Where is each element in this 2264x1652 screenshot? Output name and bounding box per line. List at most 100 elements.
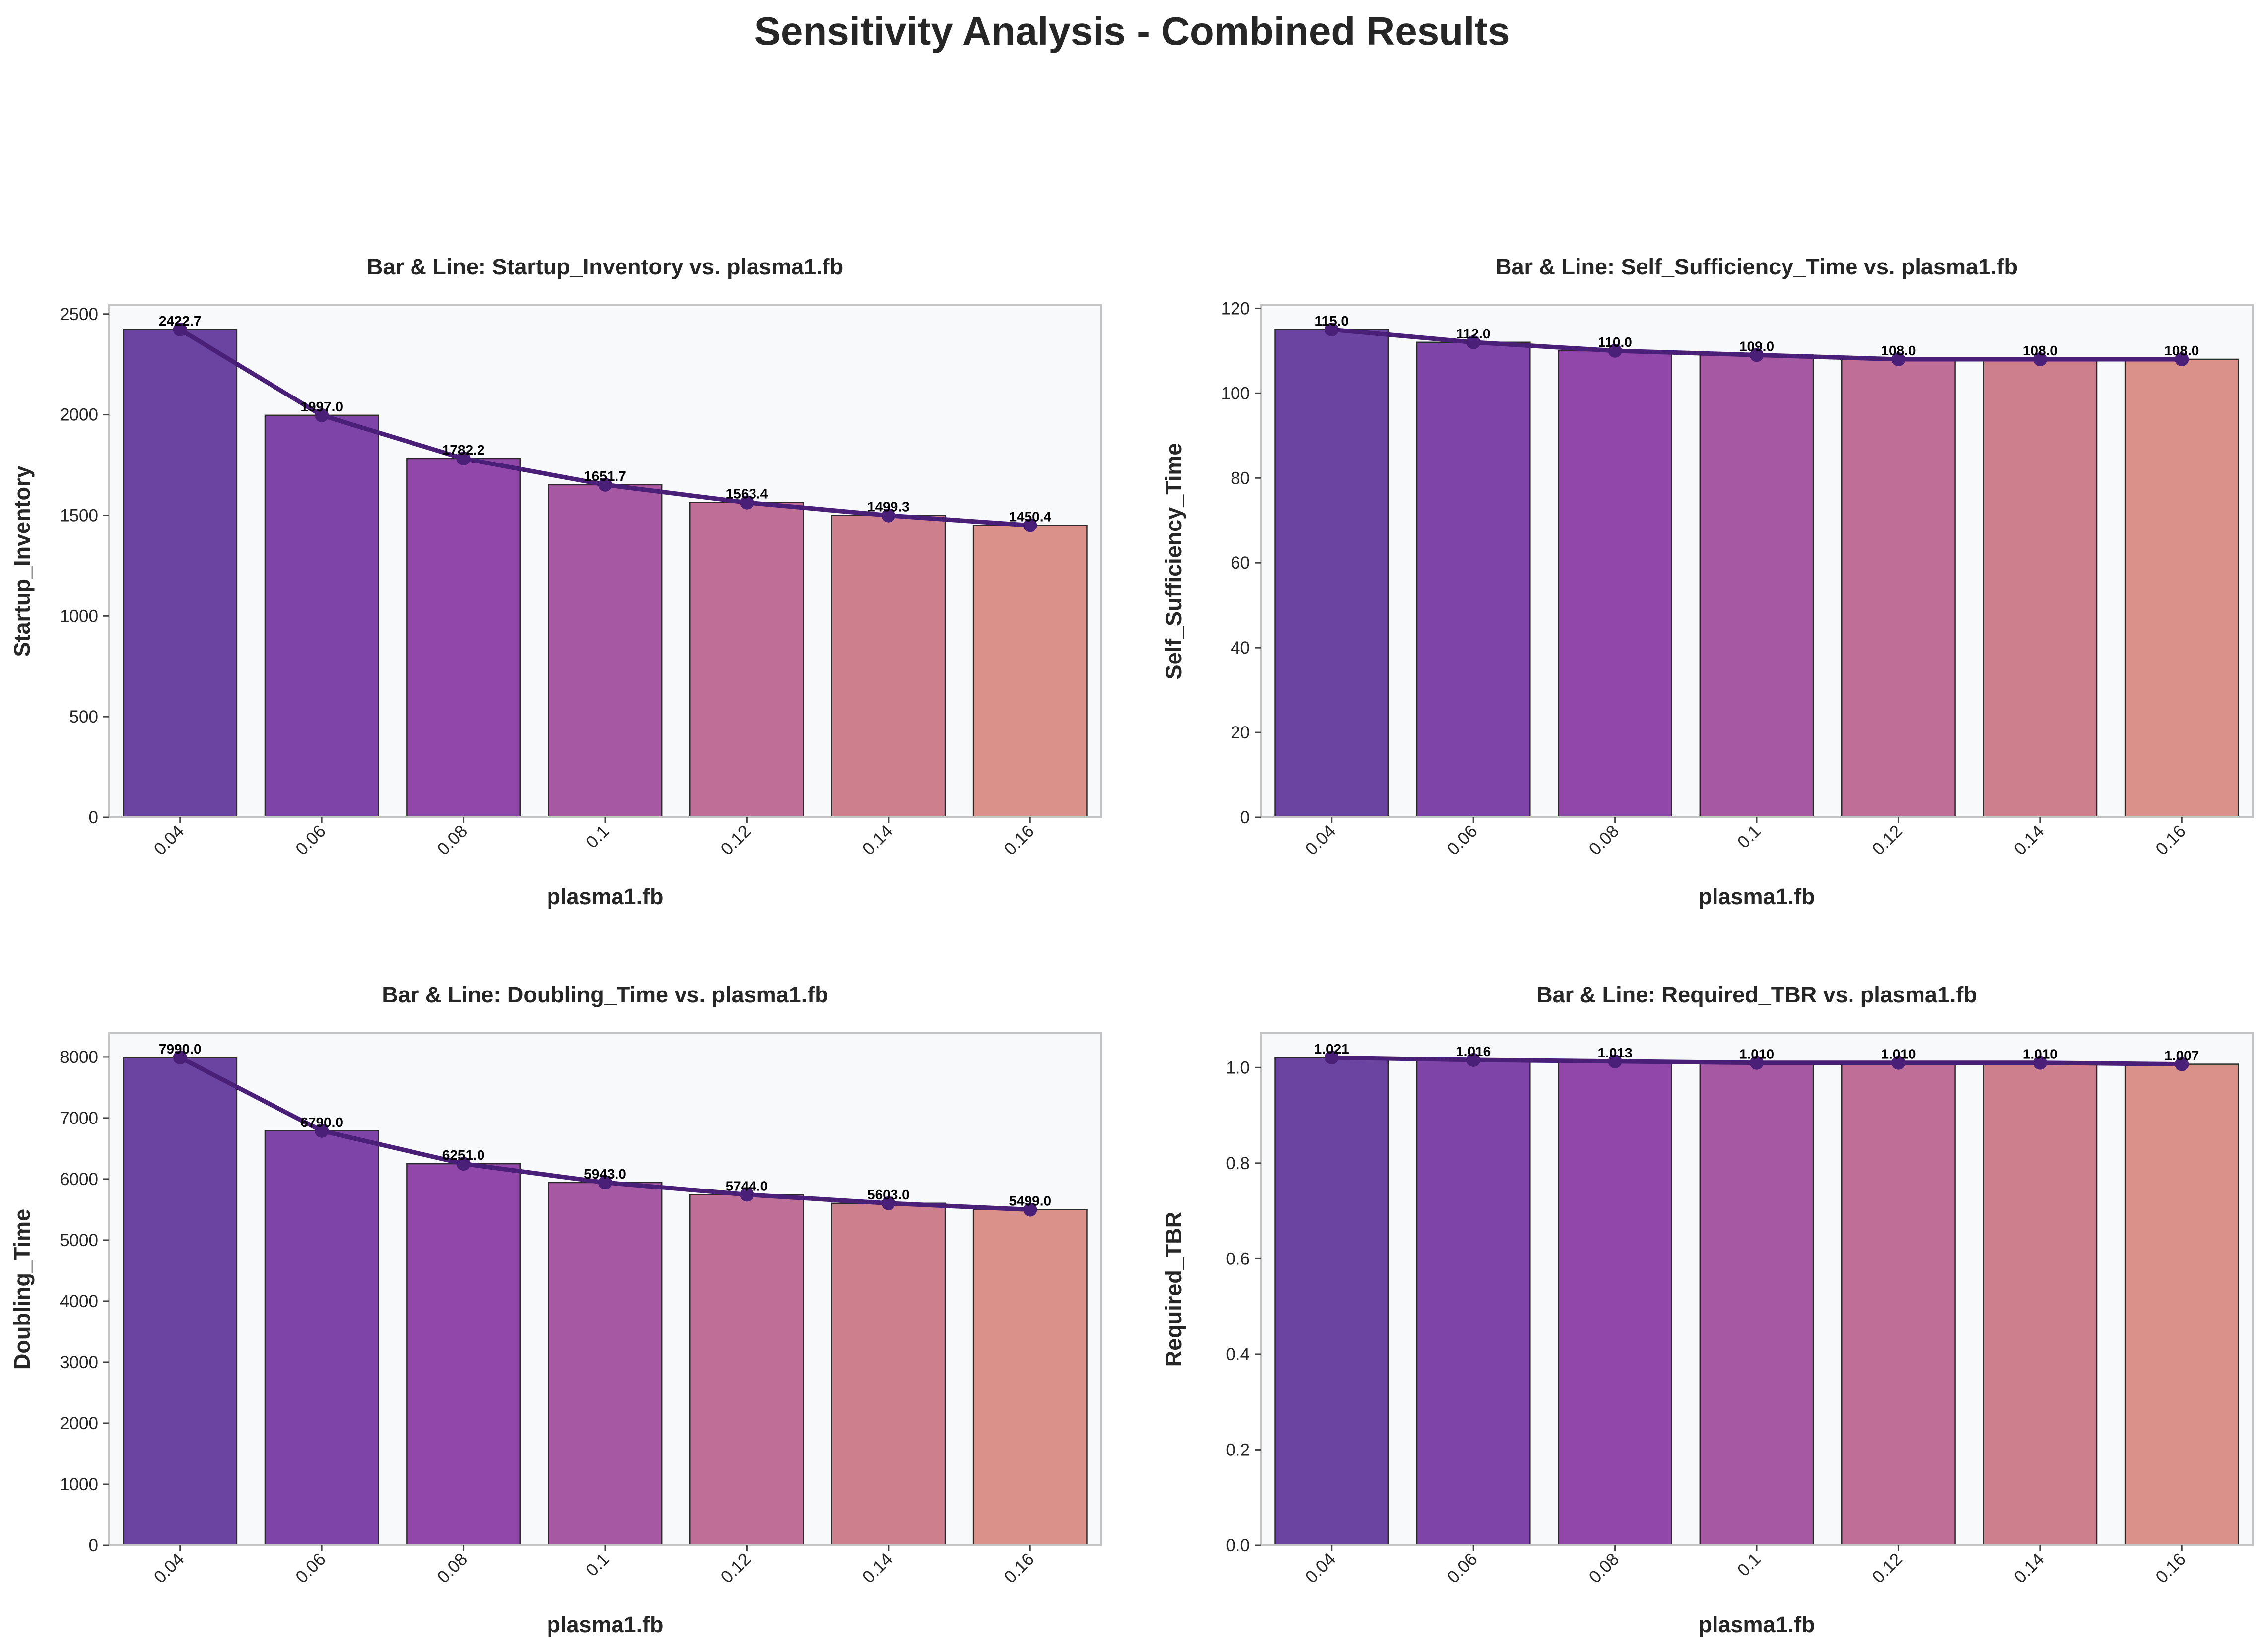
x-tick-label: 0.14 xyxy=(859,821,896,859)
y-tick-label: 7000 xyxy=(60,1109,98,1128)
y-tick-label: 0.6 xyxy=(1226,1249,1250,1268)
line-point xyxy=(456,1157,471,1171)
y-tick-label: 0.0 xyxy=(1226,1536,1250,1555)
bar xyxy=(1274,329,1389,818)
line-point xyxy=(456,451,471,465)
data-label: 1.010 xyxy=(1881,1047,1916,1062)
bar xyxy=(548,1182,663,1546)
line-point xyxy=(881,508,895,523)
data-label: 5499.0 xyxy=(1009,1193,1051,1209)
y-tick-label: 0.2 xyxy=(1226,1440,1250,1459)
y-tick-label: 1500 xyxy=(60,506,98,525)
line-point xyxy=(315,1123,329,1138)
x-tick-label: 0.16 xyxy=(1000,821,1038,859)
y-tick-label: 2500 xyxy=(60,305,98,324)
x-tick-label: 0.1 xyxy=(582,1549,613,1580)
line-point xyxy=(598,1175,612,1189)
data-label: 1.016 xyxy=(1456,1044,1491,1059)
line-point xyxy=(1466,1053,1481,1067)
subplot-startup-inventory: 2422.7 1997.0 1782.2 1651.7 1563.4 1499.3 1450… xyxy=(9,254,1102,909)
subplot-doubling-time: 7990.0 6790.0 6251.0 5943.0 5744.0 5603.0 5499… xyxy=(9,982,1102,1637)
figure-title: Sensitivity Analysis - Combined Results xyxy=(754,9,1510,53)
x-tick-label: 0.1 xyxy=(1734,821,1765,852)
x-tick-label: 0.06 xyxy=(292,821,330,859)
data-label: 1499.3 xyxy=(867,499,910,515)
bar xyxy=(1558,350,1672,818)
line-point xyxy=(1023,1202,1037,1217)
subplot-self-sufficiency-time: 115.0 112.0 110.0 109.0 108.0 108.0 108.0 0 20 40… xyxy=(1161,254,2254,909)
bar xyxy=(406,1163,521,1546)
bar xyxy=(972,1209,1088,1546)
data-label: 108.0 xyxy=(1881,343,1916,358)
data-label: 1.013 xyxy=(1598,1045,1633,1060)
line-point xyxy=(1891,352,1906,366)
line-point xyxy=(173,323,187,337)
bar xyxy=(831,1202,946,1546)
line-point xyxy=(1750,1056,1764,1070)
x-tick-label: 0.08 xyxy=(1585,821,1623,859)
line-point xyxy=(1891,1056,1906,1070)
data-label: 1.010 xyxy=(1739,1047,1774,1062)
line-point xyxy=(740,495,754,510)
x-tick-label: 0.1 xyxy=(1734,1549,1765,1580)
y-tick-label: 0.8 xyxy=(1226,1154,1250,1173)
bar xyxy=(1841,358,1956,818)
line-point xyxy=(1324,1051,1339,1065)
x-tick-label: 0.1 xyxy=(582,821,613,852)
y-tick-label: 1.0 xyxy=(1226,1058,1250,1077)
line-point xyxy=(1750,348,1764,362)
y-tick-label: 2000 xyxy=(60,1414,98,1433)
data-label: 1.021 xyxy=(1314,1041,1349,1057)
x-tick-label: 0.12 xyxy=(1868,821,1906,859)
data-label: 108.0 xyxy=(2023,343,2058,358)
subplot-title: Bar & Line: Startup_Inventory vs. plasma… xyxy=(367,254,843,279)
y-tick-label: 8000 xyxy=(60,1048,98,1067)
y-tick-label: 0.4 xyxy=(1226,1345,1250,1364)
y-tick-label: 20 xyxy=(1231,723,1250,742)
x-tick-label: 0.14 xyxy=(2010,821,2048,859)
data-label: 1450.4 xyxy=(1009,509,1051,525)
line-point xyxy=(173,1051,187,1065)
bar xyxy=(689,1194,804,1546)
x-axis-label: plasma1.fb xyxy=(1698,1612,1815,1637)
y-tick-label: 80 xyxy=(1231,468,1250,488)
data-label: 5744.0 xyxy=(726,1178,768,1193)
subplot-required-tbr: 1.021 1.016 1.013 1.010 1.010 1.010 1.007 0.0 0.… xyxy=(1161,982,2254,1637)
line-point xyxy=(740,1188,754,1202)
data-label: 1651.7 xyxy=(584,468,626,484)
x-tick-label: 0.12 xyxy=(717,1549,755,1587)
data-label: 7990.0 xyxy=(159,1041,202,1057)
y-axis-label: Startup_Inventory xyxy=(9,465,35,657)
line-point xyxy=(2175,1057,2189,1071)
data-label: 6251.0 xyxy=(442,1147,485,1163)
y-tick-label: 40 xyxy=(1231,638,1250,658)
y-tick-label: 0 xyxy=(89,1536,98,1555)
bar xyxy=(264,1130,379,1546)
data-label: 112.0 xyxy=(1456,326,1491,341)
y-axis-label: Required_TBR xyxy=(1161,1212,1186,1367)
x-axis-label: plasma1.fb xyxy=(1698,884,1815,909)
x-tick-label: 0.14 xyxy=(2010,1549,2048,1587)
bar xyxy=(264,414,379,818)
bar xyxy=(123,1057,238,1546)
x-tick-label: 0.14 xyxy=(859,1549,896,1587)
y-tick-label: 6000 xyxy=(60,1170,98,1189)
data-label: 6790.0 xyxy=(300,1115,343,1130)
x-axis-label: plasma1.fb xyxy=(547,1612,663,1637)
x-tick-label: 0.04 xyxy=(150,821,188,859)
x-tick-label: 0.06 xyxy=(1443,1549,1481,1587)
line-point xyxy=(1608,1054,1622,1068)
line-point xyxy=(1466,335,1481,349)
x-tick-label: 0.16 xyxy=(1000,1549,1038,1587)
y-tick-label: 1000 xyxy=(60,1475,98,1494)
line-point xyxy=(1023,518,1037,532)
x-axis-label: plasma1.fb xyxy=(547,884,663,909)
line-point xyxy=(2175,352,2189,366)
data-label: 1.010 xyxy=(2023,1047,2058,1062)
x-tick-label: 0.04 xyxy=(1302,1549,1340,1587)
y-tick-label: 5000 xyxy=(60,1231,98,1250)
y-tick-label: 500 xyxy=(69,707,98,727)
y-tick-label: 3000 xyxy=(60,1353,98,1372)
y-tick-label: 0 xyxy=(89,808,98,827)
